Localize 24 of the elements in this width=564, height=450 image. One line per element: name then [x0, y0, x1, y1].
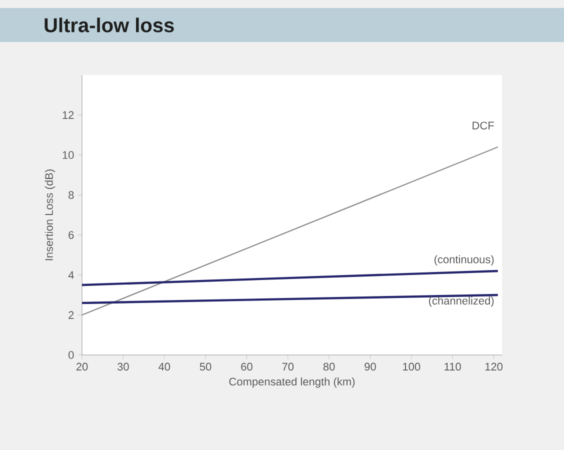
y-tick-label: 8	[68, 191, 74, 199]
y-axis-title: Insertion Loss (dB)	[44, 170, 56, 260]
y-tick-label: 10	[62, 151, 74, 159]
x-tick-label: 90	[364, 362, 376, 371]
x-tick-label: 30	[117, 362, 129, 371]
x-tick-label: 20	[76, 362, 88, 371]
x-tick-label: 110	[444, 362, 461, 371]
x-tick-label: 100	[403, 362, 420, 371]
x-tick-label: 70	[282, 362, 294, 371]
series-label: DCF	[472, 122, 494, 130]
y-tick-label: 12	[62, 111, 74, 119]
y-tick-label: 4	[68, 271, 74, 279]
y-tick-label: 0	[68, 351, 74, 359]
x-tick-label: 120	[485, 362, 503, 371]
x-axis-title: Compensated length (km)	[229, 377, 355, 388]
chart-title: Ultra-low loss	[44, 18, 174, 32]
x-tick-label: 60	[241, 362, 252, 371]
x-tick-label: 40	[158, 362, 170, 371]
series-label: (continuous)	[434, 255, 494, 266]
x-tick-label: 80	[323, 362, 335, 371]
x-tick-label: 50	[200, 362, 212, 371]
y-tick-label: 2	[68, 311, 74, 319]
series-label: (channelized)	[428, 296, 494, 307]
y-tick-label: 6	[68, 231, 74, 239]
